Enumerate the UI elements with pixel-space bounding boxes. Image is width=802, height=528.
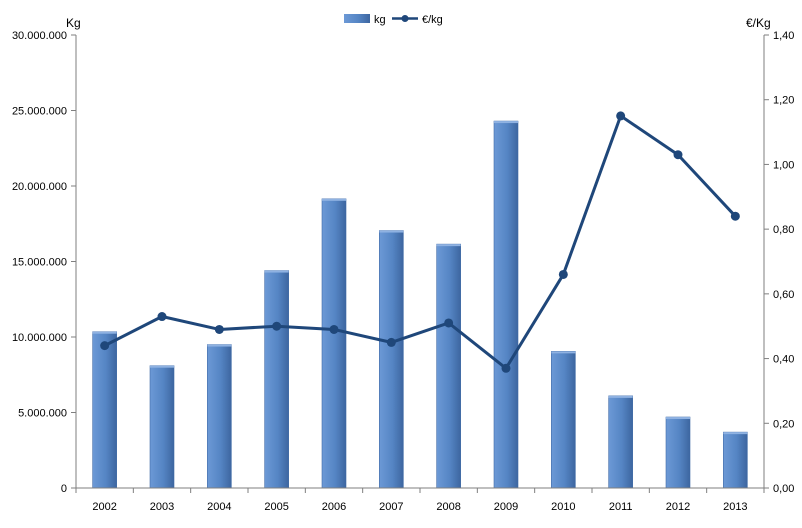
left-tick-label: 5.000.000 bbox=[18, 408, 67, 420]
price-point-2003 bbox=[157, 312, 167, 322]
bar-kg-2003 bbox=[149, 365, 175, 489]
price-point-2002 bbox=[100, 341, 110, 351]
price-point-2006 bbox=[329, 324, 339, 334]
bar-kg-2009 bbox=[493, 120, 519, 489]
bar-kg-2002 bbox=[92, 331, 117, 489]
left-tick-label: 15.000.000 bbox=[12, 257, 67, 269]
legend-swatch-kg bbox=[344, 14, 370, 23]
bar-kg-2011 bbox=[608, 395, 633, 489]
bar-top-highlight-2013 bbox=[723, 432, 748, 435]
x-tick-label-2005: 2005 bbox=[264, 501, 288, 513]
bar-top-highlight-2005 bbox=[264, 270, 289, 273]
price-point-2011 bbox=[616, 111, 626, 121]
legend-label-kg: kg bbox=[374, 14, 386, 26]
bar-kg-2012 bbox=[665, 416, 691, 489]
bar-kg-2013 bbox=[723, 431, 748, 489]
x-tick-label-2010: 2010 bbox=[551, 501, 575, 513]
legend-swatch-price-marker bbox=[401, 15, 409, 22]
left-tick-label: 20.000.000 bbox=[12, 181, 67, 193]
x-tick-label-2012: 2012 bbox=[666, 501, 690, 513]
right-tick-label: 0,40 bbox=[773, 354, 794, 366]
x-tick-label-2011: 2011 bbox=[609, 501, 633, 513]
right-tick-label: 1,40 bbox=[773, 30, 794, 42]
x-tick-label-2004: 2004 bbox=[207, 501, 231, 513]
right-tick-label: 0,60 bbox=[773, 289, 794, 301]
bar-kg-2005 bbox=[264, 270, 289, 489]
price-point-2007 bbox=[386, 337, 396, 347]
bar-top-highlight-2009 bbox=[494, 121, 518, 124]
right-tick-label: 0,80 bbox=[773, 224, 794, 236]
bar-kg-2008 bbox=[436, 243, 461, 489]
bar-top-highlight-2007 bbox=[379, 230, 404, 233]
left-tick-label: 30.000.000 bbox=[12, 30, 67, 42]
bar-top-highlight-2003 bbox=[150, 365, 174, 368]
bar-kg-2010 bbox=[551, 351, 576, 489]
right-tick-label: 0,00 bbox=[773, 483, 794, 495]
left-tick-label: 0 bbox=[61, 483, 67, 495]
bar-kg-2007 bbox=[379, 230, 404, 489]
price-point-2004 bbox=[214, 324, 224, 334]
bar-top-highlight-2008 bbox=[436, 244, 461, 247]
x-tick-label-2007: 2007 bbox=[379, 501, 403, 513]
bar-kg-2004 bbox=[207, 344, 232, 489]
price-point-2010 bbox=[558, 269, 568, 279]
left-tick-label: 25.000.000 bbox=[12, 106, 67, 118]
right-tick-label: 1,00 bbox=[773, 159, 794, 171]
bar-top-highlight-2006 bbox=[322, 198, 346, 201]
bar-top-highlight-2002 bbox=[92, 331, 117, 334]
bar-top-highlight-2010 bbox=[551, 351, 576, 354]
left-axis-label: Kg bbox=[66, 16, 81, 30]
plot-area: 0 5.000.000 10.000.000 15.000.000 20.000.000… bbox=[12, 30, 794, 513]
bar-top-highlight-2011 bbox=[608, 395, 633, 398]
x-tick-label-2003: 2003 bbox=[150, 501, 174, 513]
price-point-2009 bbox=[501, 363, 511, 373]
price-point-2013 bbox=[730, 211, 740, 221]
price-line bbox=[103, 114, 737, 370]
right-axis-label: €/Kg bbox=[746, 16, 771, 30]
price-point-2012 bbox=[673, 150, 683, 160]
bar-top-highlight-2004 bbox=[207, 344, 232, 347]
right-tick-label: 0,20 bbox=[773, 418, 794, 430]
price-point-2005 bbox=[272, 321, 282, 331]
x-tick-label-2008: 2008 bbox=[436, 501, 460, 513]
price-point-2008 bbox=[444, 318, 454, 328]
x-tick-label-2006: 2006 bbox=[322, 501, 346, 513]
x-tick-label-2009: 2009 bbox=[494, 501, 518, 513]
right-tick-label: 1,20 bbox=[773, 95, 794, 107]
legend: kg €/kg bbox=[344, 14, 443, 26]
bar-kg-2006 bbox=[321, 198, 347, 489]
x-tick-label-2013: 2013 bbox=[723, 501, 747, 513]
left-tick-label: 10.000.000 bbox=[12, 332, 67, 344]
bar-top-highlight-2012 bbox=[666, 417, 690, 420]
legend-label-price: €/kg bbox=[422, 14, 443, 26]
x-tick-label-2002: 2002 bbox=[92, 501, 116, 513]
